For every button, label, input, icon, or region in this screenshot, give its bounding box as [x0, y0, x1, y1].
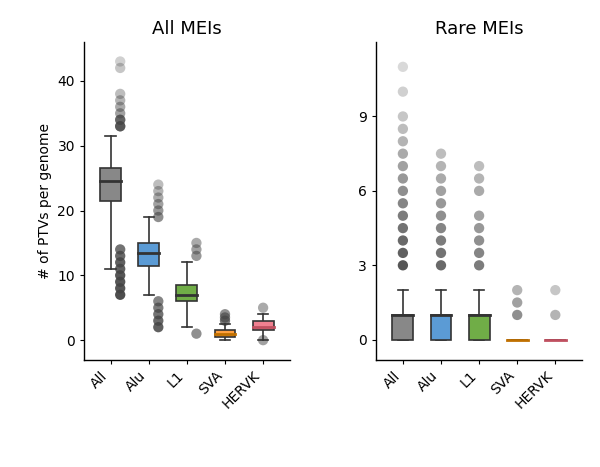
Point	[115, 246, 125, 253]
Point	[220, 311, 230, 318]
Point	[154, 213, 163, 221]
Point	[191, 330, 201, 337]
Point	[398, 163, 407, 170]
Point	[398, 212, 407, 219]
Point	[191, 239, 201, 247]
Point	[154, 324, 163, 331]
Point	[398, 150, 407, 157]
Point	[259, 304, 268, 311]
Point	[115, 252, 125, 260]
Point	[191, 246, 201, 253]
Point	[115, 259, 125, 266]
Point	[115, 265, 125, 273]
Point	[436, 199, 446, 207]
Point	[115, 64, 125, 72]
Point	[154, 187, 163, 195]
Point	[191, 252, 201, 260]
Point	[398, 224, 407, 232]
Point	[398, 262, 407, 269]
Point	[154, 297, 163, 305]
Title: Rare MEIs: Rare MEIs	[435, 20, 523, 38]
Point	[115, 58, 125, 65]
Point	[475, 249, 484, 257]
Point	[512, 311, 522, 318]
Point	[398, 125, 407, 133]
Point	[115, 122, 125, 130]
Point	[436, 237, 446, 244]
Point	[115, 291, 125, 298]
Bar	[253, 321, 274, 331]
Point	[154, 304, 163, 311]
Point	[398, 113, 407, 120]
Point	[115, 284, 125, 292]
Point	[115, 110, 125, 117]
Point	[398, 175, 407, 182]
Point	[475, 175, 484, 182]
Point	[115, 103, 125, 111]
Bar	[392, 315, 413, 340]
Bar	[469, 315, 490, 340]
Point	[220, 314, 230, 321]
Point	[436, 224, 446, 232]
Point	[398, 249, 407, 257]
Point	[436, 187, 446, 195]
Point	[398, 137, 407, 145]
Point	[115, 122, 125, 130]
Point	[115, 97, 125, 104]
Point	[154, 317, 163, 325]
Point	[398, 237, 407, 244]
Point	[115, 272, 125, 279]
Bar	[215, 331, 235, 337]
Point	[398, 63, 407, 71]
Point	[512, 286, 522, 294]
Point	[220, 317, 230, 325]
Point	[154, 200, 163, 208]
Point	[475, 212, 484, 219]
Point	[475, 163, 484, 170]
Title: All MEIs: All MEIs	[152, 20, 222, 38]
Bar	[176, 285, 197, 301]
Bar	[100, 169, 121, 201]
Point	[551, 311, 560, 318]
Point	[154, 207, 163, 214]
Bar	[431, 315, 451, 340]
Bar	[139, 243, 159, 266]
Point	[436, 262, 446, 269]
Point	[512, 299, 522, 306]
Point	[475, 224, 484, 232]
Point	[398, 199, 407, 207]
Point	[436, 249, 446, 257]
Point	[436, 163, 446, 170]
Point	[551, 286, 560, 294]
Point	[398, 88, 407, 95]
Point	[436, 175, 446, 182]
Point	[115, 278, 125, 285]
Point	[436, 150, 446, 157]
Point	[475, 187, 484, 195]
Point	[154, 181, 163, 188]
Point	[115, 116, 125, 124]
Point	[154, 311, 163, 318]
Point	[115, 116, 125, 124]
Y-axis label: # of PTVs per genome: # of PTVs per genome	[38, 123, 52, 279]
Point	[115, 90, 125, 98]
Point	[154, 194, 163, 201]
Point	[398, 187, 407, 195]
Point	[436, 212, 446, 219]
Point	[475, 237, 484, 244]
Point	[475, 262, 484, 269]
Point	[259, 336, 268, 344]
